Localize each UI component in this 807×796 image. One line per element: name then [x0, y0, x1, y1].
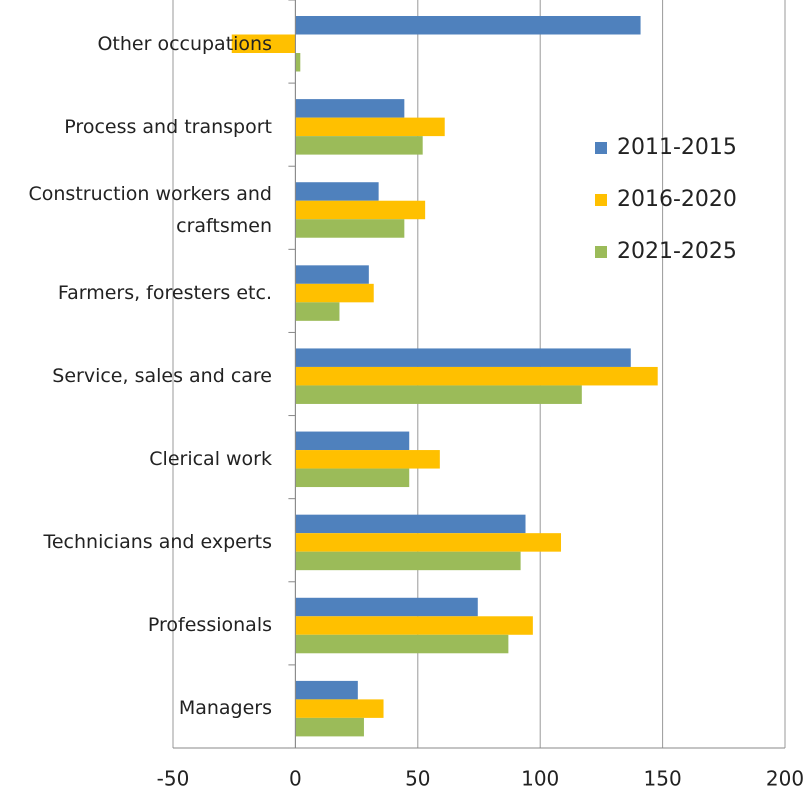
x-tick-label: 0 [289, 767, 302, 791]
bar [295, 699, 384, 718]
y-tick-label: Managers [178, 697, 272, 720]
bar [295, 219, 405, 238]
y-tick-label: Clerical work [149, 448, 272, 471]
bar [295, 99, 405, 118]
bar [295, 283, 374, 303]
legend-swatch [595, 142, 607, 154]
legend-swatch [595, 246, 607, 258]
y-tick-label: Professionals [147, 614, 272, 637]
bar [295, 634, 509, 654]
x-tick-label: 150 [644, 767, 682, 791]
bar [295, 136, 423, 155]
bar [295, 348, 631, 367]
bar [295, 717, 364, 737]
bar [295, 616, 533, 635]
bar [295, 468, 410, 488]
bar [295, 431, 410, 451]
legend-label: 2011-2015 [617, 135, 737, 160]
y-tick-label: Farmers, foresters etc. [57, 281, 272, 304]
bar [295, 302, 340, 321]
bar [231, 34, 296, 53]
legend-label: 2021-2025 [617, 239, 737, 264]
x-tick-label: 50 [405, 767, 430, 791]
y-tick-label: Technicians and experts [43, 531, 272, 554]
y-tick-label: Other occupations [97, 32, 272, 55]
bar [295, 680, 358, 700]
x-tick-label: 100 [521, 767, 559, 791]
bar [295, 182, 379, 201]
bar [295, 200, 426, 220]
y-tick-label: Service, sales and care [52, 365, 272, 387]
bar [295, 597, 478, 617]
x-tick-label: -50 [157, 767, 190, 791]
legend-label: 2016-2020 [617, 187, 737, 212]
bar [295, 551, 521, 571]
bar [295, 533, 562, 552]
legend-swatch [595, 194, 607, 206]
bar [295, 265, 369, 284]
bar [295, 366, 658, 386]
x-tick-label: 200 [766, 767, 804, 791]
bar [295, 514, 526, 534]
y-tick-label: Process and transport [64, 115, 272, 138]
bar [295, 117, 445, 137]
bar [295, 450, 440, 469]
y-tick-label: Construction workers and craftsmen [28, 182, 272, 237]
bar [295, 16, 641, 35]
bar [295, 385, 582, 404]
bar [295, 53, 301, 72]
